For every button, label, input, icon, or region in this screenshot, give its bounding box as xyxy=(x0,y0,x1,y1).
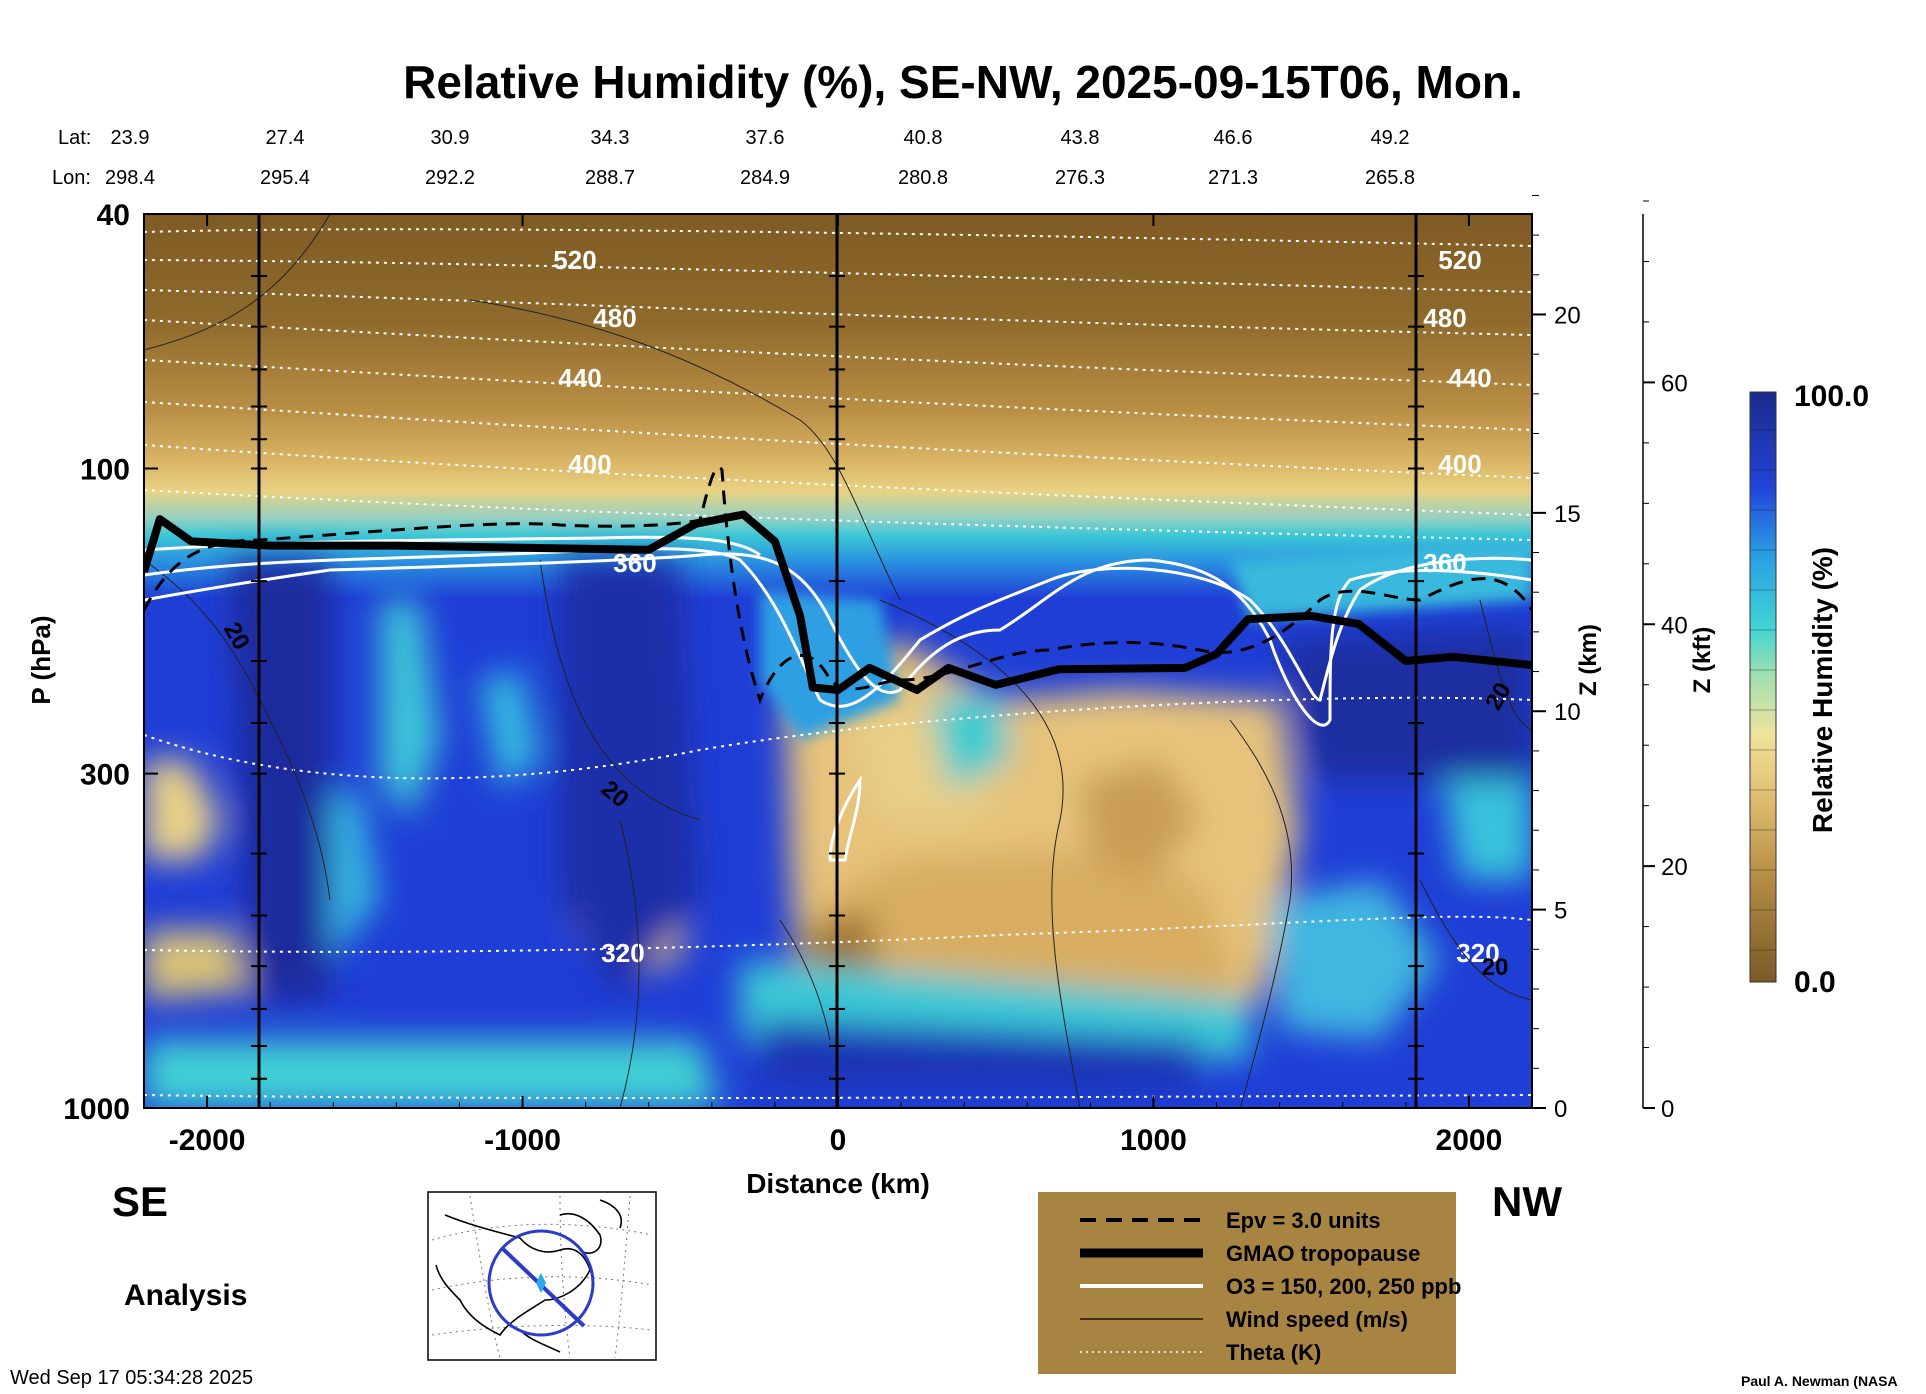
legend-label: O3 = 150, 200, 250 ppb xyxy=(1226,1274,1461,1299)
theta-label: 440 xyxy=(1448,363,1491,393)
lat-lon-values: 23.9 27.4 30.9 34.3 37.6 40.8 43.8 46.6 49.2 298.… xyxy=(105,127,1415,189)
credit: Paul A. Newman (NASA xyxy=(1741,1373,1898,1389)
lat-value: 27.4 xyxy=(266,127,305,149)
theta-label: 320 xyxy=(601,938,644,968)
theta-label: 520 xyxy=(1438,245,1481,275)
lat-value: 49.2 xyxy=(1371,127,1410,149)
lat-label: Lat: xyxy=(58,127,91,149)
x-axis-label: Distance (km) xyxy=(746,1168,930,1199)
lat-value: 34.3 xyxy=(591,127,630,149)
lon-value: 292.2 xyxy=(425,167,475,189)
x-axis: -2000 -1000 0 1000 2000 xyxy=(143,214,1533,1157)
lon-label: Lon: xyxy=(52,167,91,189)
inset-map xyxy=(427,1191,657,1361)
lon-value: 271.3 xyxy=(1208,167,1258,189)
lon-value: 280.8 xyxy=(898,167,948,189)
lon-value: 276.3 xyxy=(1055,167,1105,189)
y-tick-label: 1000 xyxy=(63,1093,130,1126)
legend-bg xyxy=(1038,1192,1456,1374)
direction-nw: NW xyxy=(1492,1178,1562,1225)
wind-label: 20 xyxy=(1482,954,1509,981)
x-tick-label: 1000 xyxy=(1120,1124,1187,1157)
theta-label: 520 xyxy=(553,245,596,275)
legend-label: Theta (K) xyxy=(1226,1340,1321,1365)
direction-se: SE xyxy=(112,1178,168,1225)
y-tick-label: 40 xyxy=(97,199,130,232)
z-kft-axis: 0 20 40 60 xyxy=(1642,200,1688,1123)
legend: Epv = 3.0 units GMAO tropopause O3 = 150, … xyxy=(1038,1192,1461,1374)
colorbar-max: 100.0 xyxy=(1794,380,1869,413)
y-tick-label: 300 xyxy=(80,759,130,792)
lat-value: 43.8 xyxy=(1061,127,1100,149)
lon-value: 298.4 xyxy=(105,167,155,189)
colorbar-gradient xyxy=(1749,391,1777,983)
theta-label: 440 xyxy=(558,363,601,393)
theta-label: 400 xyxy=(1438,449,1481,479)
theta-contours xyxy=(144,228,1532,1100)
timestamp: Wed Sep 17 05:34:28 2025 xyxy=(10,1367,253,1389)
chart-title: Relative Humidity (%), SE-NW, 2025-09-15… xyxy=(403,56,1523,108)
lon-value: 295.4 xyxy=(260,167,310,189)
lon-value: 288.7 xyxy=(585,167,635,189)
x-tick-label: -2000 xyxy=(169,1124,246,1157)
z-km-tick-label: 0 xyxy=(1554,1096,1567,1123)
lat-value: 23.9 xyxy=(111,127,150,149)
colorbar-min: 0.0 xyxy=(1794,966,1836,999)
z-km-axis: 0 5 10 15 20 xyxy=(1532,194,1581,1123)
legend-label: Wind speed (m/s) xyxy=(1226,1307,1408,1332)
y-axis-label: P (hPa) xyxy=(26,615,56,704)
x-tick-label: 0 xyxy=(830,1124,847,1157)
colorbar: 100.0 0.0 Relative Humidity (%) xyxy=(1749,380,1869,999)
analysis-label: Analysis xyxy=(124,1279,247,1312)
z-kft-label: Z (kft) xyxy=(1689,627,1716,694)
z-kft-tick-label: 20 xyxy=(1661,854,1688,881)
lat-value: 37.6 xyxy=(746,127,785,149)
epv-contours xyxy=(144,466,1532,705)
theta-label: 480 xyxy=(1423,303,1466,333)
z-km-label: Z (km) xyxy=(1575,624,1602,696)
z-km-tick-label: 10 xyxy=(1554,699,1581,726)
z-km-tick-label: 15 xyxy=(1554,501,1581,528)
legend-label: Epv = 3.0 units xyxy=(1226,1208,1381,1233)
colorbar-title: Relative Humidity (%) xyxy=(1807,547,1838,833)
x-tick-label: -1000 xyxy=(484,1124,561,1157)
y-axis: 40 100 300 1000 xyxy=(63,199,158,1126)
lon-value: 284.9 xyxy=(740,167,790,189)
x-tick-label: 2000 xyxy=(1436,1124,1503,1157)
y-tick-label: 100 xyxy=(80,453,130,486)
z-km-tick-label: 5 xyxy=(1554,898,1567,925)
z-km-tick-label: 20 xyxy=(1554,302,1581,329)
theta-label: 400 xyxy=(568,449,611,479)
theta-label: 480 xyxy=(593,303,636,333)
z-kft-tick-label: 0 xyxy=(1661,1096,1674,1123)
lat-value: 30.9 xyxy=(431,127,470,149)
z-kft-tick-label: 40 xyxy=(1661,612,1688,639)
lon-value: 265.8 xyxy=(1365,167,1415,189)
lat-value: 46.6 xyxy=(1214,127,1253,149)
legend-label: GMAO tropopause xyxy=(1226,1241,1420,1266)
z-kft-tick-label: 60 xyxy=(1661,370,1688,397)
lat-value: 40.8 xyxy=(904,127,943,149)
